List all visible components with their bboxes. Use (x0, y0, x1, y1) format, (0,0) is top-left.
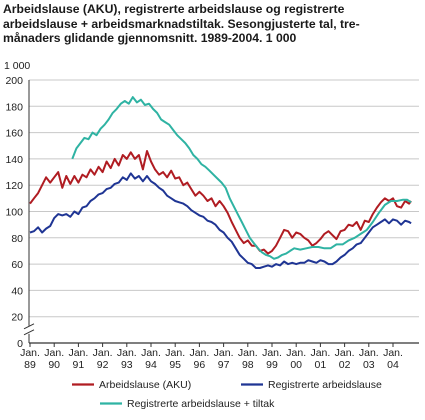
x-tick-label-month: Jan. (141, 347, 161, 359)
y-axis-ticks: 0 20 40 60 80 100 120 140 160 180 200 (5, 75, 23, 350)
x-tick-label-year: 00 (290, 359, 302, 371)
x-tick-label-month: Jan. (262, 347, 282, 359)
x-tick-label-year: 98 (242, 359, 254, 371)
chart-title: Arbeidslause (AKU), registrerte arbeidsl… (3, 2, 423, 46)
chart-legend: Arbeidslause (AKU) Registrerte arbeidslau… (72, 379, 382, 410)
x-tick-label-month: Jan. (44, 347, 64, 359)
chart-title-line-1: Arbeidslause (AKU), registrerte arbeidsl… (3, 2, 345, 16)
y-tick-label: 80 (11, 233, 23, 245)
x-tick-label-year: 03 (363, 359, 375, 371)
y-tick-label: 40 (11, 285, 23, 297)
y-tick-label: 100 (5, 207, 23, 219)
axis-break-mark (23, 323, 35, 330)
y-tick-label: 200 (5, 75, 23, 87)
x-tick-label-month: Jan. (359, 347, 379, 359)
x-axis-ticks: Jan.89Jan.90Jan.91Jan.92Jan.93Jan.94Jan.… (20, 347, 403, 371)
series-line-registrerte-arbeidslause (29, 172, 412, 269)
x-tick-label-month: Jan. (189, 347, 209, 359)
x-tick-label-year: 04 (387, 359, 399, 371)
x-tick-label-month: Jan. (20, 347, 40, 359)
chart-axes (23, 80, 419, 347)
y-tick-label: 20 (11, 312, 23, 324)
x-tick-label-month: Jan. (335, 347, 355, 359)
x-tick-label-month: Jan. (238, 347, 258, 359)
x-tick-label-year: 90 (48, 359, 60, 371)
x-tick-label-year: 96 (194, 359, 206, 371)
x-tick-label-month: Jan. (383, 347, 403, 359)
x-tick-label-year: 95 (169, 359, 181, 371)
axis-break-gap (25, 325, 33, 334)
chart-gridlines (29, 79, 419, 318)
x-tick-label-month: Jan. (117, 347, 137, 359)
chart-title-line-2: arbeidslause + arbeidsmarknadstiltak. Se… (3, 16, 360, 31)
x-tick-label-month: Jan. (310, 347, 330, 359)
x-tick-label-month: Jan. (68, 347, 88, 359)
y-tick-label: 180 (5, 101, 23, 113)
x-tick-label-month: Jan. (214, 347, 234, 359)
series-line-arbeidslause-aku (29, 150, 412, 255)
y-axis-unit-label: 1 000 (4, 60, 30, 72)
legend-label: Registrerte arbeidslause + tiltak (127, 398, 275, 410)
x-tick-label-year: 89 (24, 359, 36, 371)
x-tick-label-year: 92 (97, 359, 109, 371)
y-tick-label: 120 (5, 180, 23, 192)
y-tick-label: 160 (5, 128, 23, 140)
x-tick-label-year: 97 (218, 359, 230, 371)
x-tick-label-year: 91 (73, 359, 85, 371)
chart-title-line-3: månaders glidande gjennomsnitt. 1989-200… (3, 31, 297, 46)
axis-break-mark (23, 329, 35, 336)
x-tick-label-year: 99 (266, 359, 278, 371)
y-tick-label: 60 (11, 259, 23, 271)
x-tick-label-month: Jan. (165, 347, 185, 359)
chart-series (29, 96, 412, 269)
x-tick-label-year: 94 (145, 359, 157, 371)
x-tick-label-month: Jan. (286, 347, 306, 359)
x-tick-label-year: 02 (339, 359, 351, 371)
y-tick-label: 140 (5, 154, 23, 166)
x-tick-label-year: 93 (121, 359, 133, 371)
legend-label: Arbeidslause (AKU) (99, 379, 191, 391)
x-tick-label-month: Jan. (93, 347, 113, 359)
series-line-registrerte-arbeidslause-tiltak (71, 96, 412, 260)
legend-label: Registrerte arbeidslause (268, 379, 382, 391)
y-tick-label: 0 (17, 338, 23, 350)
x-tick-label-year: 01 (315, 359, 327, 371)
